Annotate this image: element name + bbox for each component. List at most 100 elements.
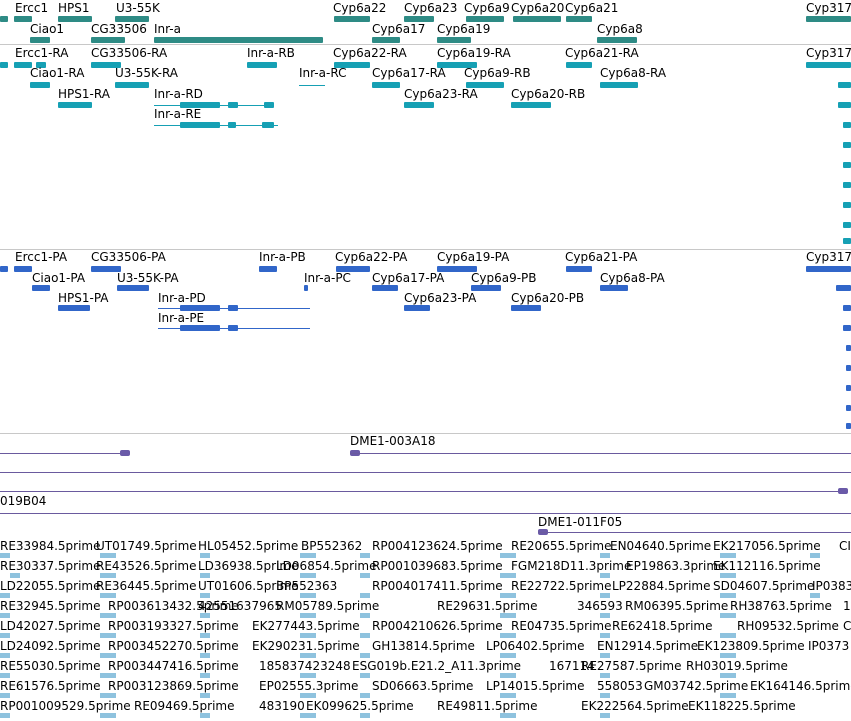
- rna-glyph[interactable]: [404, 102, 434, 108]
- protein-label[interactable]: Cyp6a20-PB: [511, 291, 585, 305]
- rna-label[interactable]: CG33506-RA: [91, 46, 168, 60]
- gene-glyph[interactable]: [372, 37, 400, 43]
- est-glyph[interactable]: [600, 553, 610, 558]
- protein-glyph[interactable]: [843, 305, 851, 311]
- rna-glyph[interactable]: [228, 102, 238, 108]
- est-label[interactable]: FGM218D11.3prime: [511, 559, 632, 573]
- est-glyph[interactable]: [500, 693, 516, 698]
- rna-glyph[interactable]: [14, 62, 32, 68]
- protein-label[interactable]: Cyp6a17-PA: [372, 271, 445, 285]
- est-label[interactable]: RP003123869.5prime: [108, 679, 239, 693]
- est-label[interactable]: EK112116.5prime: [713, 559, 821, 573]
- est-glyph[interactable]: [200, 673, 210, 678]
- est-glyph[interactable]: [300, 653, 316, 658]
- est-glyph[interactable]: [720, 613, 736, 618]
- est-label[interactable]: RM05789.5prime: [276, 599, 380, 613]
- gene-label[interactable]: CG33506: [91, 22, 147, 36]
- est-label[interactable]: 1: [843, 599, 851, 613]
- protein-label[interactable]: Ercc1-PA: [15, 250, 68, 264]
- est-glyph[interactable]: [600, 693, 610, 698]
- est-glyph[interactable]: [200, 653, 210, 658]
- est-label[interactable]: RH38763.5prime: [730, 599, 832, 613]
- est-glyph[interactable]: [300, 673, 316, 678]
- protein-glyph[interactable]: [566, 266, 592, 272]
- rna-glyph[interactable]: [838, 82, 851, 88]
- est-glyph[interactable]: [600, 633, 610, 638]
- est-label[interactable]: EK164146.5prime: [750, 679, 851, 693]
- est-label[interactable]: GM03742.5prime: [644, 679, 749, 693]
- est-glyph[interactable]: [720, 553, 736, 558]
- rna-label[interactable]: Cyp6a19-RA: [437, 46, 511, 60]
- est-glyph[interactable]: [300, 713, 316, 718]
- rna-glyph[interactable]: [437, 62, 477, 68]
- est-label[interactable]: LD06854.5prime: [276, 559, 377, 573]
- est-label[interactable]: RH03019.5prime: [686, 659, 788, 673]
- est-glyph[interactable]: [360, 693, 370, 698]
- gene-glyph[interactable]: [58, 16, 92, 22]
- est-label[interactable]: EK099625.5prime: [306, 699, 414, 713]
- est-label[interactable]: RP001009529.5prime: [0, 699, 131, 713]
- protein-glyph[interactable]: [304, 285, 308, 291]
- gene-glyph[interactable]: [806, 16, 851, 22]
- rna-glyph[interactable]: [600, 82, 638, 88]
- est-label[interactable]: RP004210626.5prime: [372, 619, 503, 633]
- est-glyph[interactable]: [100, 693, 116, 698]
- est-glyph[interactable]: [810, 553, 820, 558]
- protein-glyph[interactable]: [14, 266, 32, 272]
- gene-label[interactable]: Cyp6a8: [597, 22, 643, 36]
- protein-label[interactable]: Inr-a-PC: [304, 271, 351, 285]
- est-glyph[interactable]: [360, 593, 370, 598]
- est-glyph[interactable]: [500, 593, 516, 598]
- est-label[interactable]: BP552362: [301, 539, 363, 553]
- est-glyph[interactable]: [360, 633, 370, 638]
- est-glyph[interactable]: [500, 653, 516, 658]
- est-glyph[interactable]: [500, 633, 516, 638]
- rna-glyph[interactable]: [228, 122, 236, 128]
- gene-glyph[interactable]: [154, 37, 323, 43]
- est-glyph[interactable]: [200, 713, 210, 718]
- est-label[interactable]: 558053: [597, 679, 643, 693]
- est-glyph[interactable]: [300, 553, 316, 558]
- est-label[interactable]: RE04735.5prime: [511, 619, 612, 633]
- est-glyph[interactable]: [600, 593, 610, 598]
- est-label[interactable]: RE55030.5prime: [0, 659, 101, 673]
- protein-glyph[interactable]: [336, 266, 370, 272]
- est-glyph[interactable]: [200, 693, 210, 698]
- rna-glyph[interactable]: [115, 82, 149, 88]
- est-label[interactable]: RP004123624.5prime: [372, 539, 503, 553]
- protein-label[interactable]: Cyp6a9-PB: [471, 271, 537, 285]
- gene-label[interactable]: Cyp6a19: [437, 22, 491, 36]
- clone-bar[interactable]: [0, 491, 846, 492]
- rna-glyph[interactable]: [466, 82, 504, 88]
- rna-glyph[interactable]: [806, 62, 851, 68]
- protein-label[interactable]: HPS1-PA: [58, 291, 109, 305]
- est-glyph[interactable]: [0, 593, 10, 598]
- est-glyph[interactable]: [500, 713, 516, 718]
- est-label[interactable]: RE33984.5prime: [0, 539, 101, 553]
- rna-label[interactable]: Cyp6a22-RA: [333, 46, 407, 60]
- protein-glyph[interactable]: [806, 266, 851, 272]
- est-label[interactable]: CI: [839, 539, 851, 553]
- rna-glyph[interactable]: [511, 102, 551, 108]
- protein-label[interactable]: Cyp6a22-PA: [335, 250, 408, 264]
- rna-label[interactable]: Cyp317: [806, 46, 851, 60]
- est-label[interactable]: SD06663.5prime: [372, 679, 474, 693]
- est-label[interactable]: EP19863.3prime: [626, 559, 726, 573]
- est-glyph[interactable]: [300, 613, 316, 618]
- rna-glyph[interactable]: [843, 122, 851, 128]
- est-label[interactable]: IP0383: [812, 579, 851, 593]
- est-label[interactable]: IP0373: [808, 639, 850, 653]
- est-glyph[interactable]: [100, 593, 116, 598]
- est-glyph[interactable]: [0, 713, 10, 718]
- rna-glyph[interactable]: [180, 122, 220, 128]
- gene-glyph[interactable]: [115, 16, 149, 22]
- protein-glyph[interactable]: [0, 266, 8, 272]
- est-glyph[interactable]: [200, 613, 210, 618]
- protein-glyph[interactable]: [58, 305, 90, 311]
- est-label[interactable]: RE09469.5prime: [134, 699, 235, 713]
- est-glyph[interactable]: [100, 553, 116, 558]
- est-label[interactable]: 42551637965: [198, 599, 282, 613]
- est-label[interactable]: 483190: [259, 699, 305, 713]
- est-glyph[interactable]: [200, 553, 210, 558]
- est-glyph[interactable]: [100, 653, 116, 658]
